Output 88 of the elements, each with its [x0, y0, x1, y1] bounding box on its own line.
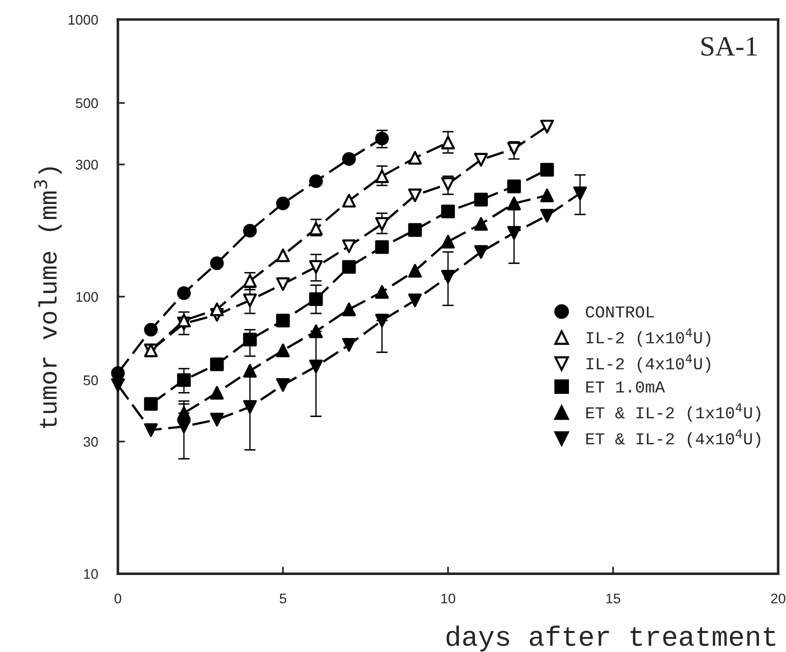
y-axis-title: tumor volume (mm$^{3}$)	[34, 167, 62, 428]
point	[375, 132, 389, 146]
point	[441, 177, 455, 191]
x-tick-label: 5	[280, 594, 286, 604]
point	[177, 286, 191, 300]
point	[342, 152, 356, 166]
point	[276, 277, 290, 291]
point	[309, 360, 323, 374]
point	[144, 397, 158, 411]
point	[243, 400, 257, 414]
point	[177, 406, 191, 420]
x-tick-label: 15	[606, 594, 620, 604]
point	[276, 314, 290, 328]
legend-label: CONTROL	[586, 306, 654, 318]
y-tick-label: 100	[76, 292, 98, 302]
y-tick-label: 300	[76, 160, 98, 170]
legend-label: ET & IL-2 (4x10$^{4}$U)	[586, 429, 760, 448]
point	[111, 366, 125, 380]
point	[177, 420, 191, 434]
point	[408, 150, 422, 165]
point	[507, 180, 521, 194]
x-tick-label: 20	[771, 594, 786, 604]
point	[144, 423, 158, 437]
point	[111, 378, 125, 392]
point	[507, 196, 521, 210]
point	[342, 239, 356, 254]
point	[408, 223, 422, 237]
point	[474, 152, 488, 167]
point	[375, 285, 389, 299]
legend-label: ET 1.0mA	[586, 381, 665, 393]
point	[243, 364, 257, 378]
point	[177, 314, 191, 328]
point	[276, 248, 290, 262]
point	[342, 194, 356, 208]
point	[474, 217, 488, 231]
legend-label: ET & IL-2 (1x10$^{4}$U)	[586, 403, 760, 422]
legend-label: IL-2 (1x10$^{4}$U)	[586, 328, 710, 347]
point	[276, 344, 290, 358]
point	[342, 302, 356, 316]
point	[144, 322, 158, 337]
point	[309, 222, 323, 236]
point	[276, 378, 290, 392]
point	[441, 270, 455, 284]
legend-label: IL-2 (4x10$^{4}$U)	[586, 354, 710, 373]
annotation: SA-1	[702, 37, 757, 56]
point	[507, 226, 521, 240]
point	[309, 260, 323, 274]
point	[309, 174, 323, 188]
point	[375, 169, 389, 184]
point	[441, 204, 455, 218]
y-tick-label: 10	[84, 569, 98, 579]
y-tick-label: 500	[76, 98, 98, 108]
point	[408, 293, 422, 308]
point	[210, 302, 224, 316]
point	[540, 208, 554, 223]
point	[210, 357, 224, 372]
x-tick-label: 0	[114, 594, 122, 604]
point	[276, 196, 290, 210]
point	[540, 162, 554, 177]
y-tick-label: 50	[84, 375, 98, 386]
point	[243, 224, 257, 238]
x-tick-label: 10	[441, 594, 456, 604]
point	[474, 192, 488, 206]
point	[342, 260, 356, 274]
point	[540, 120, 554, 134]
x-axis-title: days after treatment	[446, 626, 776, 652]
point	[342, 338, 356, 352]
point	[540, 188, 554, 202]
point	[177, 373, 191, 387]
point	[441, 136, 455, 150]
point	[309, 292, 323, 306]
y-tick-label: 30	[84, 436, 98, 447]
point	[375, 314, 389, 328]
point	[210, 412, 224, 426]
point	[210, 256, 224, 270]
point	[243, 332, 257, 346]
point	[474, 245, 488, 259]
point	[309, 324, 323, 338]
point	[408, 188, 422, 202]
y-tick-label: 1000	[68, 14, 98, 25]
point	[375, 240, 389, 254]
point	[573, 186, 587, 200]
point	[441, 234, 455, 248]
point	[375, 217, 389, 231]
point	[243, 293, 257, 308]
point	[210, 386, 224, 400]
point	[408, 264, 422, 278]
point	[507, 142, 521, 156]
